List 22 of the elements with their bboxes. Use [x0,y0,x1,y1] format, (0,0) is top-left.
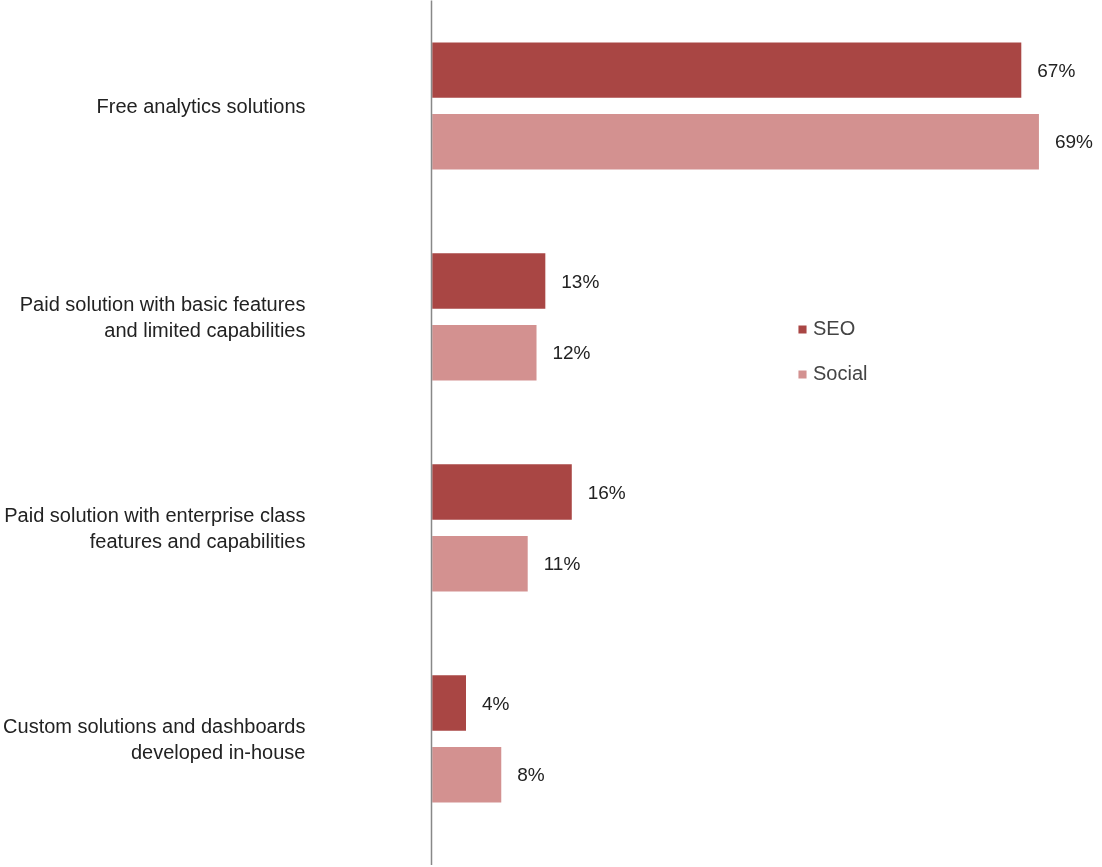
bar [431,462,574,522]
data-label: 4% [481,692,510,714]
bar [431,534,530,594]
data-label: 69% [1054,131,1094,153]
y-tick-label: Custom solutions and dashboards developed in-house [3,714,306,764]
legend-label: Social [813,362,868,385]
data-label: 67% [1037,59,1076,81]
data-label: 8% [517,764,545,786]
data-label: 16% [587,481,626,503]
data-label: 12% [552,342,591,364]
data-label: 13% [561,270,600,292]
y-tick-label: Paid solution with enterprise class features and capabilities [4,503,306,553]
bar [431,673,468,733]
bar [431,745,503,805]
bar [431,251,547,311]
bar [431,323,539,383]
bar [431,112,1041,172]
y-tick-label: Free analytics solutions [96,94,306,117]
data-label: 11% [543,553,581,575]
y-tick-label: Paid solution with basic features and limited capabilities [19,292,306,342]
bar [431,40,1023,100]
legend-label: SEO [813,317,856,340]
